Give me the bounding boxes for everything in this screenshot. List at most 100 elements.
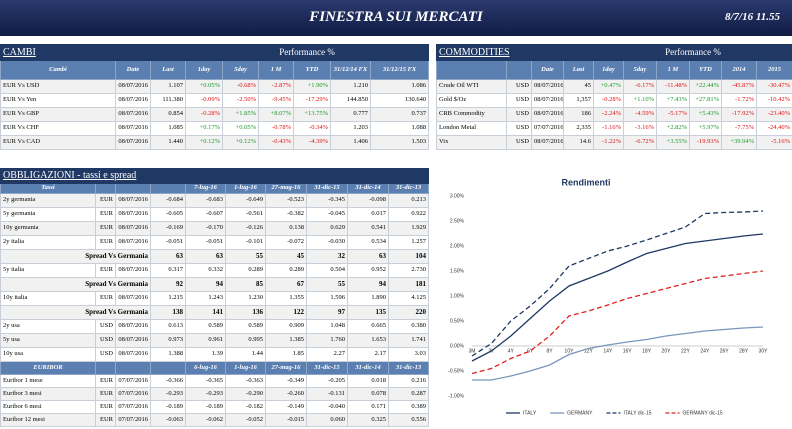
table-cell: -0.290 [225, 387, 266, 401]
table-row: Euribor 6 mesi EUR 07/07/2016 -0.189 -0.189-… [0, 400, 430, 414]
table-cell: -0.683 [185, 193, 226, 208]
table-cell: -4.59% [623, 107, 657, 122]
x-tick-label: 12Y [584, 348, 594, 354]
table-cell: 08/07/2016 [115, 319, 151, 334]
table-cell: Euribor 6 mesi [0, 400, 96, 414]
table-cell: USD [506, 79, 532, 94]
table-cell: -30.47% [755, 79, 792, 94]
table-cell: +39.94% [721, 135, 757, 150]
table-cell: 1,357 [563, 93, 594, 108]
table-cell: 0.854 [149, 107, 187, 122]
table-cell: -0.78% [258, 121, 295, 136]
table-cell: CRB Commodity [436, 107, 507, 122]
table-cell: 1.385 [265, 333, 307, 348]
table-row: Tassi 7-lug-16 1-lug-16 27-mag-16 31-dic-15 3… [0, 183, 430, 194]
table-cell: USD [506, 135, 532, 150]
table-cell: +22.44% [689, 79, 722, 94]
table-cell: 1.406 [330, 135, 372, 150]
table-cell: 0.909 [265, 319, 307, 334]
table-cell: -0.170 [185, 221, 226, 236]
column-header: 2015 [755, 60, 792, 80]
table-row: OBBLIGAZIONI - tassi e spread [0, 168, 430, 184]
table-row: Vix USD 08/07/2016 14.6 -1.22% -6.72% +3.55% -1… [436, 135, 792, 150]
table-cell: 08/07/2016 [115, 207, 151, 222]
series-line [471, 210, 764, 357]
table-cell [95, 183, 116, 194]
column-header: 27-mag-16 [265, 183, 307, 194]
table-cell: -1.22% [593, 135, 624, 150]
table-cell: -1.72% [721, 93, 757, 108]
table-cell: 111.380 [149, 93, 187, 108]
y-tick-label: 2.50% [450, 218, 465, 224]
table-cell: Crude Oil WTI [436, 79, 507, 94]
table-cell: -0.365 [185, 374, 226, 388]
table-cell: +5.97% [689, 121, 722, 136]
table-cell: 08/07/2016 [115, 107, 151, 122]
table-cell: EUR [95, 400, 116, 414]
table-cell: 2y germania [0, 193, 96, 208]
column-header: 31-dic-13 [387, 361, 430, 375]
table-cell: 0.737 [370, 107, 430, 122]
table-cell: -23.40% [755, 107, 792, 122]
table-row: Date Last 1day 5day 1 M YTD 2014 2015 [436, 60, 792, 80]
table-row: Cambi Date Last 1day 5day 1 M YTD 31/12/14 FX 31… [0, 60, 430, 80]
table-cell: 1.243 [185, 291, 226, 306]
table-cell: +7.43% [656, 93, 690, 108]
table-cell: -9.45% [258, 93, 295, 108]
table-cell: 08/07/2016 [115, 347, 151, 362]
column-header: YTD [293, 60, 332, 80]
table-cell: 0.665 [347, 319, 389, 334]
table-cell: +1.90% [293, 79, 332, 94]
table-cell: 104 [387, 249, 430, 264]
table-cell: 186 [563, 107, 594, 122]
table-cell: 181 [387, 277, 430, 292]
table-cell: 0.961 [185, 333, 226, 348]
table-cell: 0.380 [387, 319, 430, 334]
table-cell: -0.345 [306, 193, 348, 208]
y-tick-label: -0.50% [448, 368, 464, 374]
x-tick-label: 16Y [623, 348, 633, 354]
table-cell: London Metal [436, 121, 507, 136]
table-cell: 0.389 [387, 400, 430, 414]
table-row: London Metal USD 07/07/2016 2,335 -1.16% -3.1… [436, 121, 792, 136]
table-cell: 1.760 [306, 333, 348, 348]
table-cell: -0.131 [306, 387, 348, 401]
table-cell: 0.777 [330, 107, 372, 122]
table-cell: 08/07/2016 [531, 107, 564, 122]
table-row: Spread Vs Germania 92 94 85 67 55 94 181 [0, 277, 430, 292]
x-tick-label: 20Y [662, 348, 672, 354]
table-cell: 08/07/2016 [531, 79, 564, 94]
table-cell: 07/07/2016 [115, 413, 151, 427]
table-cell: 122 [265, 305, 307, 320]
table-cell: 85 [225, 277, 266, 292]
table-cell: 1.440 [149, 135, 187, 150]
table-row: 10y usa USD 08/07/2016 1.388 1.39 1.44 1.85 2.2… [0, 347, 430, 362]
table-row: Euribor 1 mese EUR 07/07/2016 -0.366 -0.365-… [0, 374, 430, 388]
x-tick-label: 8Y [547, 348, 554, 354]
table-cell: -0.523 [265, 193, 307, 208]
table-cell: -0.052 [225, 413, 266, 427]
table-cell: 1.086 [370, 79, 430, 94]
y-tick-label: 0.50% [450, 318, 465, 324]
table-cell: -0.260 [265, 387, 307, 401]
table-cell: -0.051 [150, 235, 186, 250]
table-row: EURIBOR 6-lug-16 1-lug-16 27-mag-16 31-dic-1… [0, 361, 430, 375]
x-tick-label: 30Y [759, 348, 769, 354]
table-cell: 0.017 [347, 207, 389, 222]
table-cell: -0.09% [185, 93, 224, 108]
table-cell: 08/07/2016 [115, 121, 151, 136]
table-cell: +1.85% [222, 107, 260, 122]
table-cell: 63 [185, 249, 226, 264]
table-cell: 32 [306, 249, 348, 264]
table-cell: 08/07/2016 [115, 263, 151, 278]
table-cell: 2.730 [387, 263, 430, 278]
table-cell: 1.44 [225, 347, 266, 362]
table-cell: -0.051 [185, 235, 226, 250]
table-cell: -0.43% [258, 135, 295, 150]
table-cell: EUR [95, 207, 116, 222]
table-cell: -0.605 [150, 207, 186, 222]
table-cell [150, 361, 186, 375]
table-cell: +0.12% [222, 135, 260, 150]
table-row: 5y usa USD 08/07/2016 0.973 0.961 0.995 1.385 1… [0, 333, 430, 348]
table-cell: 1.048 [306, 319, 348, 334]
